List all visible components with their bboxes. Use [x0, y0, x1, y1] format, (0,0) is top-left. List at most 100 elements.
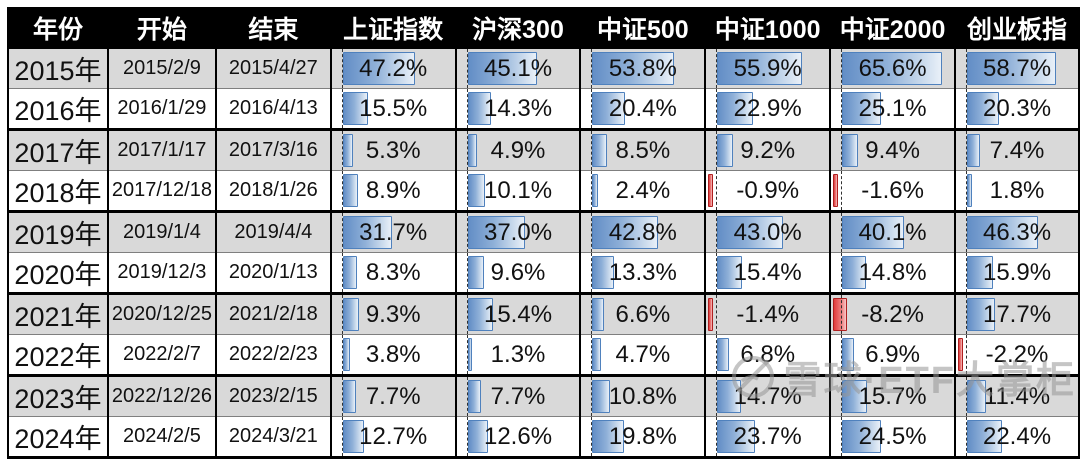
positive-data-bar	[342, 256, 358, 289]
return-value: 2.4%	[615, 176, 671, 204]
return-cell-创业板指: 11.4%	[954, 374, 1080, 417]
year-cell: 2015年	[7, 48, 109, 89]
return-value: 23.7%	[733, 422, 802, 450]
databar-axis	[466, 335, 468, 374]
databar-axis	[591, 296, 593, 334]
databar-axis	[716, 89, 718, 128]
return-cell-创业板指: 22.4%	[954, 416, 1080, 459]
return-cell-中证2000: 15.7%	[829, 374, 957, 417]
positive-data-bar	[717, 216, 784, 249]
databar-axis	[591, 49, 593, 88]
databar-axis	[716, 214, 718, 252]
positive-data-bar	[717, 92, 754, 125]
header-row: 年份 开始 结束 上证指数 沪深300 中证500 中证1000 中证2000 创业板指	[7, 7, 1080, 49]
start-date-cell: 2015/2/9	[106, 48, 217, 89]
positive-data-bar	[717, 52, 803, 85]
return-cell-上证指数: 15.5%	[329, 88, 457, 130]
return-cell-沪深300: 14.3%	[454, 88, 582, 130]
start-date-cell: 2019/1/4	[106, 210, 217, 253]
databar-axis	[466, 253, 468, 292]
positive-data-bar	[467, 134, 477, 167]
return-cell-沪深300: 45.1%	[454, 48, 582, 89]
col-header-0: 年份	[7, 7, 109, 49]
databar-axis	[341, 335, 343, 374]
return-cell-创业板指: 58.7%	[954, 48, 1080, 89]
return-cell-上证指数: 3.8%	[329, 334, 457, 376]
databar-axis	[841, 89, 843, 128]
return-cell-中证500: 2.4%	[579, 170, 707, 212]
end-date-cell: 2018/1/26	[214, 170, 332, 212]
return-cell-中证2000: -1.6%	[829, 170, 957, 212]
return-cell-中证1000: 6.8%	[704, 334, 832, 376]
col-header-5: 中证500	[579, 7, 707, 49]
databar-axis	[716, 253, 718, 292]
databar-axis	[591, 378, 593, 416]
databar-axis	[841, 132, 843, 170]
return-value: 17.7%	[982, 300, 1052, 328]
positive-data-bar	[842, 338, 855, 371]
databar-axis	[716, 132, 718, 170]
return-cell-上证指数: 31.7%	[329, 210, 457, 253]
return-value: 9.2%	[740, 136, 796, 164]
year-cell: 2024年	[7, 416, 109, 459]
table-row: 2016年 2016/1/29 2016/4/13 15.5% 14.3% 20.4% 22…	[7, 88, 1080, 130]
databar-axis	[341, 214, 343, 252]
return-value: 19.8%	[608, 422, 677, 450]
return-value: 12.6%	[483, 422, 553, 450]
positive-data-bar	[967, 380, 986, 413]
databar-axis	[841, 378, 843, 416]
return-value: 6.8%	[740, 340, 796, 368]
negative-data-bar	[708, 298, 713, 331]
return-value: 47.2%	[359, 54, 428, 82]
positive-data-bar	[842, 216, 904, 249]
databar-axis	[341, 132, 343, 170]
return-value: 9.4%	[865, 136, 920, 164]
return-cell-中证1000: 15.4%	[704, 252, 832, 294]
start-date-cell: 2017/1/17	[106, 128, 217, 171]
end-date-cell: 2019/4/4	[214, 210, 332, 253]
start-date-cell: 2022/2/7	[106, 334, 217, 376]
return-value: 1.8%	[989, 176, 1045, 204]
return-cell-创业板指: 17.7%	[954, 292, 1080, 335]
positive-data-bar	[842, 52, 942, 85]
return-cell-中证1000: 22.9%	[704, 88, 832, 130]
databar-axis	[966, 296, 968, 334]
positive-data-bar	[967, 298, 996, 331]
start-date-cell: 2017/12/18	[106, 170, 217, 212]
return-value: 8.5%	[615, 136, 671, 164]
return-value: 8.9%	[365, 176, 421, 204]
databar-axis	[341, 89, 343, 128]
databar-axis	[466, 214, 468, 252]
positive-data-bar	[842, 92, 882, 125]
return-value: 58.7%	[982, 54, 1052, 82]
positive-data-bar	[592, 174, 598, 207]
positive-data-bar	[467, 216, 525, 249]
positive-data-bar	[717, 338, 730, 371]
year-cell: 2023年	[7, 374, 109, 417]
databar-axis	[466, 132, 468, 170]
return-value: 8.3%	[365, 258, 421, 286]
databar-axis	[341, 253, 343, 292]
positive-data-bar	[467, 52, 537, 85]
positive-data-bar	[467, 298, 493, 331]
year-cell: 2021年	[7, 292, 109, 335]
year-cell: 2020年	[7, 252, 109, 294]
return-cell-中证1000: 43.0%	[704, 210, 832, 253]
return-value: 7.4%	[989, 136, 1045, 164]
return-cell-中证500: 10.8%	[579, 374, 707, 417]
return-value: 5.3%	[365, 136, 421, 164]
col-header-4: 沪深300	[454, 7, 582, 49]
return-value: 65.6%	[858, 54, 927, 82]
end-date-cell: 2016/4/13	[214, 88, 332, 130]
positive-data-bar	[467, 256, 484, 289]
return-cell-中证2000: 65.6%	[829, 48, 957, 89]
return-cell-中证1000: -1.4%	[704, 292, 832, 335]
positive-data-bar	[467, 174, 485, 207]
positive-data-bar	[592, 216, 659, 249]
return-cell-中证1000: 14.7%	[704, 374, 832, 417]
return-value: 53.8%	[608, 54, 677, 82]
return-cell-中证1000: 23.7%	[704, 416, 832, 459]
return-cell-中证1000: 55.9%	[704, 48, 832, 89]
return-cell-创业板指: 7.4%	[954, 128, 1080, 171]
return-value: 10.8%	[608, 382, 677, 410]
